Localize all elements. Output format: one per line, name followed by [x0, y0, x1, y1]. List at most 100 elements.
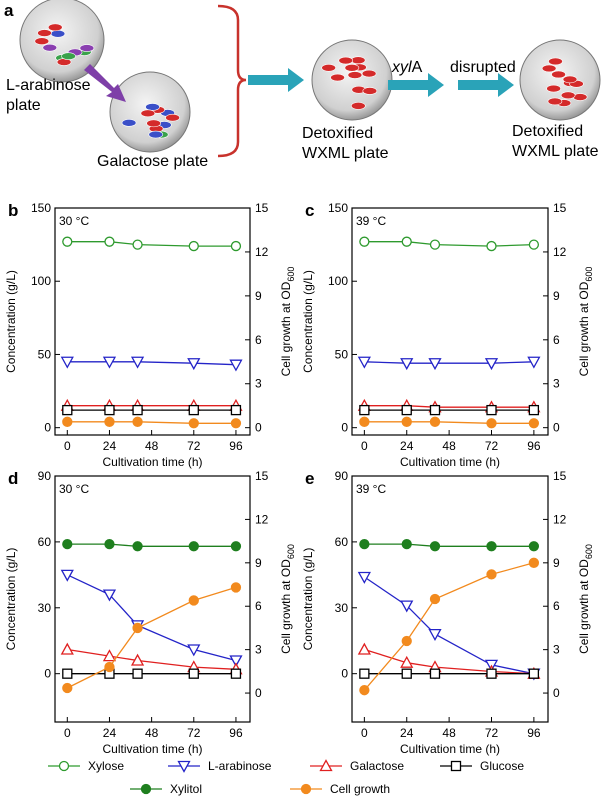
x-axis-title: Cultivation time (h)	[102, 742, 202, 756]
y2-tick-label: 0	[553, 686, 560, 700]
marker	[229, 655, 243, 668]
x-tick-label: 0	[64, 726, 71, 740]
marker	[319, 759, 333, 772]
marker	[188, 595, 199, 606]
gene-label: xylA	[391, 59, 423, 76]
cell	[350, 56, 366, 65]
y2-axis-title-main: Cell growth at OD	[577, 559, 591, 654]
y2-tick-label: 12	[553, 512, 567, 526]
marker	[188, 404, 199, 416]
marker	[230, 404, 242, 416]
marker	[177, 760, 191, 773]
cell	[362, 87, 378, 95]
marker	[62, 538, 73, 550]
marker	[230, 582, 242, 593]
marker	[357, 642, 371, 655]
marker	[132, 622, 143, 634]
y2-tick-label: 15	[553, 469, 567, 483]
x-tick-label: 24	[103, 726, 117, 740]
plate-label: WXML plate	[302, 145, 389, 162]
series-line	[67, 421, 236, 424]
plot-frame	[351, 475, 549, 723]
y2-tick-label: 0	[553, 421, 560, 435]
marker	[401, 416, 412, 427]
y2-tick-label: 12	[553, 245, 567, 259]
cell	[562, 75, 578, 84]
marker	[528, 418, 540, 429]
plate-label: WXML plate	[512, 143, 599, 160]
y2-axis-title-sub: 600	[286, 267, 296, 282]
cell	[146, 119, 161, 128]
x-tick-label: 0	[64, 439, 71, 453]
y-tick-label: 50	[38, 347, 52, 361]
series-line	[364, 241, 534, 247]
x-tick-label: 48	[145, 726, 159, 740]
arrow	[458, 73, 514, 97]
cell	[361, 69, 377, 78]
series-line	[363, 562, 535, 691]
marker	[230, 541, 242, 552]
cell	[42, 43, 58, 52]
y2-tick-label: 6	[553, 333, 560, 347]
gene-name: xyl	[391, 59, 412, 76]
marker	[527, 356, 541, 369]
annotation: 39 °C	[356, 482, 386, 496]
marker	[428, 358, 442, 371]
y2-axis-title-sub: 600	[584, 544, 594, 559]
y-tick-label: 0	[44, 667, 51, 681]
legend-label: Cell growth	[330, 782, 390, 796]
cell	[34, 37, 50, 46]
x-tick-label: 96	[229, 439, 243, 453]
marker	[230, 418, 242, 429]
marker	[359, 685, 370, 696]
marker	[401, 236, 412, 247]
x-tick-label: 24	[400, 726, 414, 740]
y-tick-label: 30	[38, 601, 52, 615]
y2-axis-title-main: Cell growth at OD	[577, 281, 591, 376]
legend-label: Galactose	[350, 759, 404, 773]
cell	[330, 73, 345, 82]
y2-tick-label: 9	[255, 289, 262, 303]
marker	[486, 404, 497, 416]
marker	[187, 644, 201, 657]
marker	[486, 668, 497, 679]
cell	[47, 23, 63, 32]
plate	[19, 0, 105, 83]
y2-axis-title: Cell growth at OD600	[279, 267, 296, 377]
marker	[401, 404, 412, 416]
y2-axis-title-sub: 600	[584, 267, 594, 282]
y-tick-label: 50	[335, 347, 349, 361]
marker	[357, 571, 371, 584]
y-tick-label: 100	[328, 274, 348, 288]
cell	[145, 103, 160, 111]
marker	[229, 359, 243, 372]
y2-tick-label: 6	[255, 599, 262, 613]
marker	[429, 416, 441, 427]
marker	[102, 356, 117, 369]
series-line	[67, 241, 236, 247]
y2-axis-title-main: Cell growth at OD	[279, 281, 293, 376]
series-line	[67, 361, 236, 366]
cell	[351, 102, 366, 110]
y-tick-label: 100	[31, 274, 51, 288]
x-axis-title: Cultivation time (h)	[400, 455, 500, 469]
marker	[60, 642, 74, 655]
y2-tick-label: 3	[255, 377, 262, 391]
y-tick-label: 150	[328, 201, 348, 215]
marker	[401, 538, 412, 550]
plate-label: Detoxified	[512, 123, 583, 140]
y2-axis-title: Cell growth at OD600	[279, 544, 296, 654]
y-tick-label: 30	[335, 601, 349, 615]
cell	[548, 57, 563, 66]
marker	[102, 649, 117, 662]
marker	[528, 557, 540, 568]
y2-tick-label: 15	[255, 201, 269, 215]
x-axis-title: Cultivation time (h)	[400, 742, 500, 756]
marker	[486, 541, 497, 552]
cell	[140, 109, 156, 118]
panel-label: b	[8, 201, 18, 220]
y2-tick-label: 9	[255, 556, 262, 570]
cell	[551, 70, 566, 79]
